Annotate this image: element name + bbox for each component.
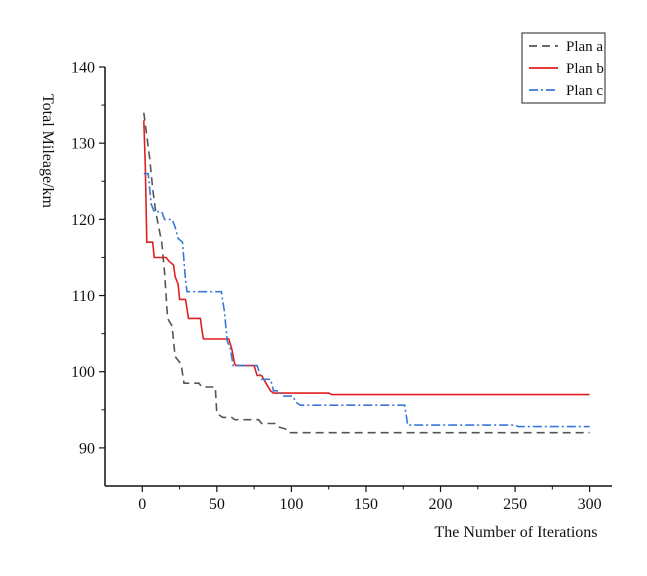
- legend: Plan a Plan b Plan c: [521, 32, 606, 104]
- x-axis-label: The Number of Iterations: [434, 524, 597, 541]
- y-tick-label-130: 130: [71, 136, 95, 153]
- x-tick-label-0: 0: [138, 496, 146, 513]
- legend-label-plan-a: Plan a: [566, 39, 603, 55]
- y-tick-label-120: 120: [71, 212, 95, 229]
- x-tick-label-50: 50: [209, 496, 225, 513]
- legend-label-plan-c: Plan c: [566, 83, 603, 99]
- ticks: 0 50 100 150 200 250 300 90 100 110 120 130 140: [71, 60, 602, 514]
- y-tick-label-140: 140: [71, 60, 95, 77]
- axes: [104, 67, 612, 487]
- legend-entries: Plan a Plan b Plan c: [529, 39, 604, 99]
- legend-label-plan-b: Plan b: [566, 61, 604, 77]
- y-tick-label-90: 90: [79, 440, 95, 457]
- series-line-plan-b: [143, 120, 590, 396]
- x-tick-label-100: 100: [279, 496, 303, 513]
- series-layer: [143, 112, 590, 434]
- x-tick-label-150: 150: [354, 496, 378, 513]
- series-line-plan-c: [143, 172, 590, 428]
- x-tick-label-300: 300: [578, 496, 602, 513]
- y-axis-label: Total Mileage/km: [39, 94, 56, 209]
- series-line-plan-a: [143, 112, 590, 434]
- x-tick-label-200: 200: [429, 496, 453, 513]
- x-tick-label-250: 250: [503, 496, 527, 513]
- y-tick-label-100: 100: [71, 364, 95, 381]
- y-tick-label-110: 110: [72, 288, 95, 305]
